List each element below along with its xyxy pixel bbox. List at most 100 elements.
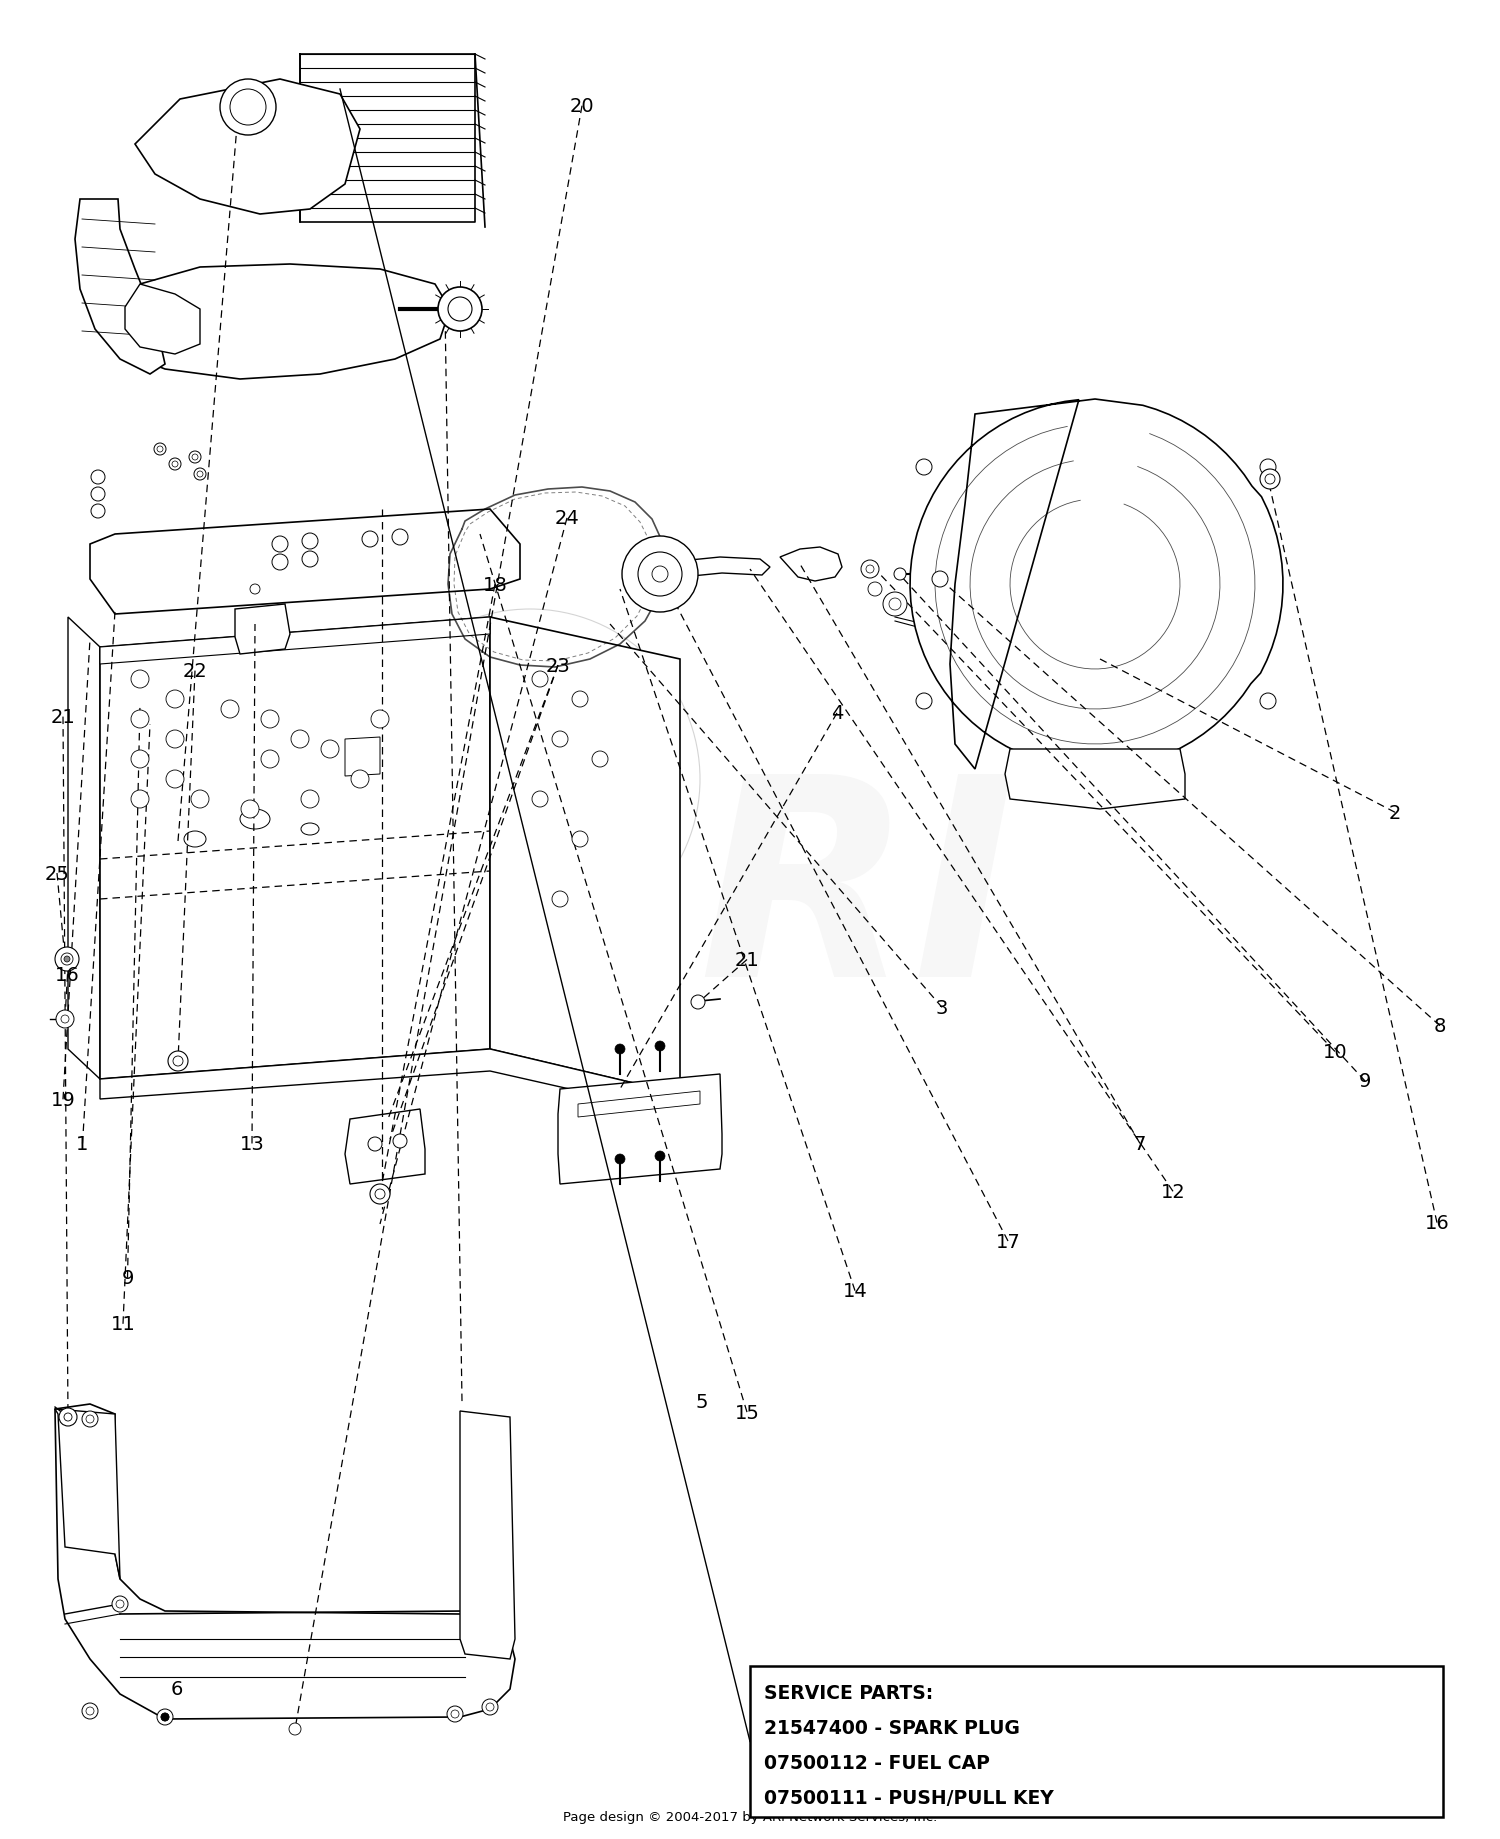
- Circle shape: [375, 1190, 386, 1199]
- Circle shape: [362, 531, 378, 548]
- Circle shape: [58, 1409, 76, 1427]
- Circle shape: [656, 1041, 664, 1052]
- Text: 10: 10: [1323, 1043, 1347, 1061]
- Polygon shape: [490, 618, 680, 1094]
- Bar: [750, 1666, 1443, 1817]
- Circle shape: [916, 693, 932, 710]
- Ellipse shape: [184, 831, 206, 848]
- Polygon shape: [558, 1074, 722, 1184]
- Circle shape: [932, 572, 948, 588]
- Circle shape: [170, 458, 182, 471]
- Polygon shape: [345, 1109, 424, 1184]
- Circle shape: [916, 460, 932, 476]
- Circle shape: [861, 561, 879, 579]
- Text: 3: 3: [936, 999, 948, 1017]
- Circle shape: [291, 730, 309, 748]
- Circle shape: [272, 537, 288, 554]
- Circle shape: [220, 79, 276, 136]
- Text: 20: 20: [570, 97, 594, 116]
- Circle shape: [62, 953, 74, 965]
- Text: 13: 13: [240, 1135, 264, 1153]
- Circle shape: [1260, 693, 1276, 710]
- Text: 15: 15: [735, 1403, 759, 1422]
- Circle shape: [480, 730, 580, 829]
- Circle shape: [615, 1045, 626, 1054]
- Ellipse shape: [302, 824, 320, 835]
- Circle shape: [64, 1412, 72, 1422]
- Circle shape: [158, 1708, 172, 1725]
- Circle shape: [302, 791, 320, 809]
- Circle shape: [220, 701, 238, 719]
- Text: 12: 12: [1161, 1182, 1185, 1201]
- Circle shape: [638, 554, 682, 596]
- Circle shape: [393, 1135, 406, 1148]
- Circle shape: [82, 1703, 98, 1719]
- Circle shape: [572, 691, 588, 708]
- Text: 07500112 - FUEL CAP: 07500112 - FUEL CAP: [764, 1753, 990, 1773]
- Polygon shape: [660, 557, 770, 577]
- Circle shape: [189, 452, 201, 463]
- Text: 07500111 - PUSH/PULL KEY: 07500111 - PUSH/PULL KEY: [764, 1788, 1053, 1808]
- Circle shape: [865, 566, 874, 574]
- Circle shape: [172, 462, 178, 467]
- Circle shape: [192, 454, 198, 462]
- Circle shape: [1260, 460, 1276, 476]
- Text: 18: 18: [483, 576, 507, 594]
- Text: 6: 6: [171, 1679, 183, 1697]
- Circle shape: [400, 649, 660, 910]
- Circle shape: [532, 671, 548, 688]
- Circle shape: [438, 289, 482, 331]
- Circle shape: [86, 1707, 94, 1716]
- Circle shape: [652, 566, 668, 583]
- Text: 9: 9: [1359, 1072, 1371, 1091]
- Text: 2: 2: [1389, 804, 1401, 822]
- Circle shape: [452, 1710, 459, 1718]
- Circle shape: [160, 1714, 170, 1721]
- Circle shape: [166, 691, 184, 708]
- Text: 8: 8: [1434, 1017, 1446, 1035]
- Circle shape: [166, 771, 184, 789]
- Circle shape: [448, 298, 472, 322]
- Circle shape: [160, 1714, 170, 1721]
- Circle shape: [82, 1411, 98, 1427]
- Text: 21547400 - SPARK PLUG: 21547400 - SPARK PLUG: [764, 1718, 1020, 1738]
- Circle shape: [486, 1703, 494, 1710]
- Polygon shape: [110, 265, 450, 381]
- Text: 21: 21: [735, 951, 759, 969]
- Circle shape: [92, 471, 105, 485]
- Polygon shape: [90, 509, 520, 614]
- Circle shape: [482, 1699, 498, 1716]
- Circle shape: [130, 710, 148, 728]
- Text: 24: 24: [555, 509, 579, 528]
- Circle shape: [166, 730, 184, 748]
- Text: 25: 25: [45, 864, 69, 883]
- Polygon shape: [100, 1050, 680, 1114]
- Circle shape: [552, 892, 568, 907]
- Text: 14: 14: [843, 1282, 867, 1300]
- Circle shape: [86, 1416, 94, 1423]
- Polygon shape: [345, 737, 380, 776]
- Text: 17: 17: [996, 1232, 1020, 1251]
- Circle shape: [447, 1707, 464, 1721]
- Circle shape: [261, 710, 279, 728]
- Circle shape: [351, 771, 369, 789]
- Circle shape: [592, 752, 608, 767]
- Circle shape: [112, 1596, 128, 1613]
- Circle shape: [615, 1155, 626, 1164]
- Polygon shape: [56, 1409, 120, 1580]
- Circle shape: [168, 1052, 188, 1072]
- Text: 19: 19: [51, 1091, 75, 1109]
- Polygon shape: [56, 1405, 514, 1719]
- Text: Page design © 2004-2017 by ARI Network Services, Inc.: Page design © 2004-2017 by ARI Network S…: [562, 1811, 938, 1824]
- Text: 7: 7: [1134, 1135, 1146, 1153]
- Circle shape: [130, 791, 148, 809]
- Circle shape: [62, 1015, 69, 1024]
- Circle shape: [370, 1184, 390, 1205]
- Polygon shape: [1005, 750, 1185, 809]
- Circle shape: [130, 671, 148, 688]
- Text: 23: 23: [546, 657, 570, 675]
- Circle shape: [894, 568, 906, 581]
- Circle shape: [370, 710, 388, 728]
- Circle shape: [302, 533, 318, 550]
- Circle shape: [92, 504, 105, 519]
